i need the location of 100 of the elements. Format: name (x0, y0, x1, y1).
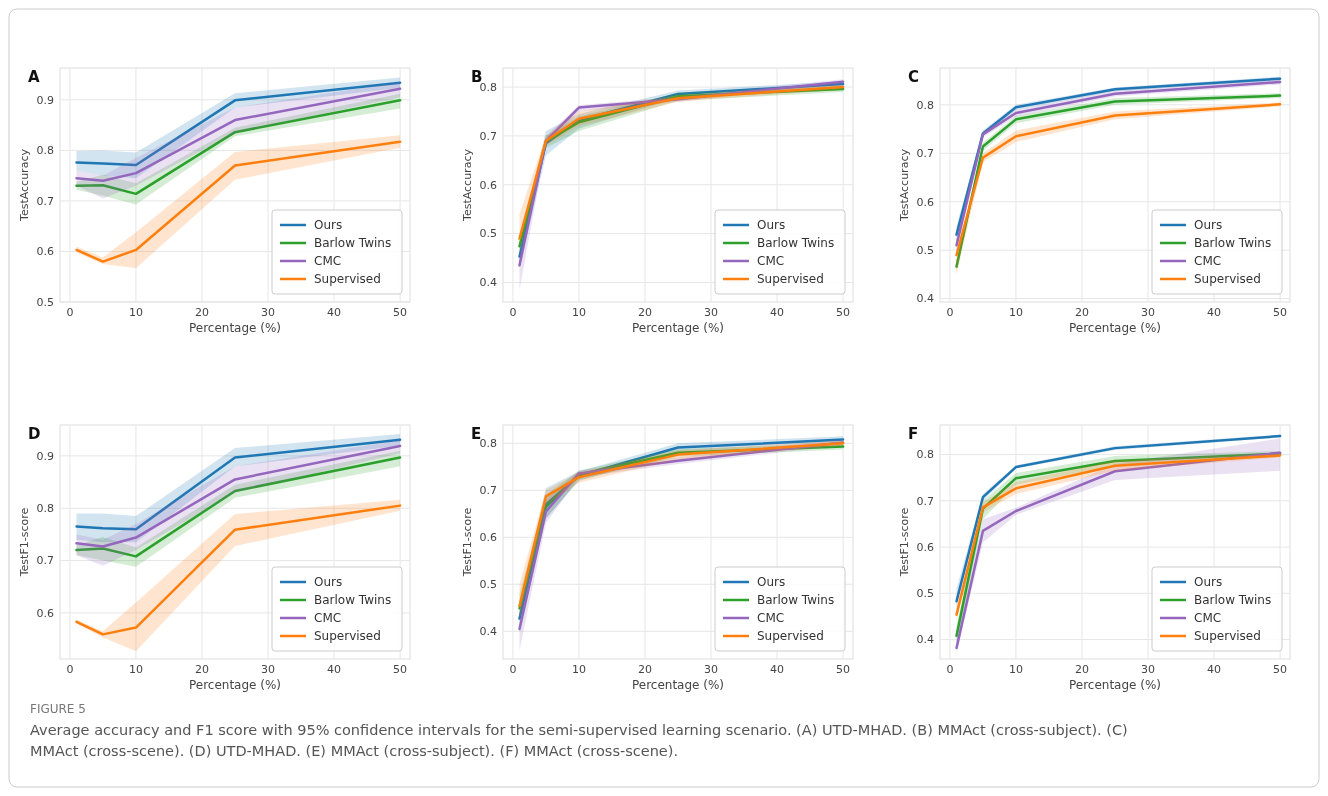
chart-title: F (908, 425, 919, 443)
x-axis-title: Percentage (%) (188, 321, 282, 335)
y-axis-title: TestAccuracy (18, 148, 31, 222)
legend-label: Barlow Twins (757, 593, 835, 608)
chart-title: C (908, 68, 920, 86)
x-tick-label: 40 (770, 306, 785, 319)
x-tick-label: 30 (261, 663, 276, 676)
legend-label: CMC (757, 611, 785, 626)
x-tick-label: 50 (836, 306, 851, 319)
y-tick-label: 0.4 (479, 625, 497, 639)
y-tick-label: 0.6 (36, 245, 54, 259)
y-tick-label: 0.6 (479, 531, 497, 545)
y-tick-label: 0.5 (479, 227, 497, 241)
x-tick-label: 20 (637, 306, 652, 319)
y-axis-title: TestF1-score (18, 507, 31, 578)
y-tick-label: 0.7 (479, 484, 497, 498)
y-axis-title: TestF1-score (898, 507, 911, 578)
x-tick-label: 40 (327, 306, 342, 319)
x-axis-title: Percentage (%) (188, 678, 282, 692)
x-axis-title: Percentage (%) (1068, 321, 1162, 335)
y-tick-label: 0.7 (36, 554, 54, 568)
y-axis-title: TestF1-score (461, 507, 474, 578)
x-tick-label: 10 (571, 306, 586, 319)
x-tick-label: 10 (1008, 306, 1023, 319)
y-tick-label: 0.7 (916, 147, 934, 161)
x-tick-label: 10 (128, 663, 143, 676)
y-tick-label: 0.6 (479, 178, 497, 192)
x-tick-label: 0 (66, 306, 74, 319)
x-tick-label: 10 (128, 306, 143, 319)
x-tick-label: 20 (1074, 306, 1089, 319)
y-tick-label: 0.4 (916, 633, 934, 647)
x-tick-label: 40 (770, 663, 785, 676)
line-series (75, 81, 402, 167)
x-tick-label: 0 (509, 306, 517, 319)
y-tick-label: 0.8 (36, 502, 54, 516)
legend-label: Supervised (314, 272, 381, 287)
legend-label: Ours (314, 575, 343, 590)
x-tick-label: 30 (704, 306, 719, 319)
legend-label: CMC (314, 611, 342, 626)
legend-label: CMC (314, 254, 342, 269)
legend-label: CMC (1194, 254, 1222, 269)
legend-label: Ours (314, 218, 343, 233)
line-series (75, 438, 402, 531)
y-axis-title: TestAccuracy (898, 148, 911, 222)
legend-label: Supervised (757, 629, 824, 644)
x-tick-label: 30 (704, 663, 719, 676)
y-tick-label: 0.7 (479, 129, 497, 143)
x-tick-label: 30 (1141, 306, 1156, 319)
legend-label: Ours (1194, 575, 1223, 590)
x-tick-label: 30 (261, 306, 276, 319)
legend-label: Barlow Twins (1194, 593, 1272, 608)
legend-label: Barlow Twins (314, 236, 392, 251)
chart-title: D (28, 425, 41, 443)
y-tick-label: 0.7 (36, 194, 54, 208)
x-axis-title: Percentage (%) (631, 321, 725, 335)
y-tick-label: 0.6 (36, 606, 54, 620)
y-tick-label: 0.6 (916, 195, 934, 209)
x-tick-label: 50 (393, 663, 408, 676)
caption: FIGURE 5 (30, 702, 86, 716)
y-tick-label: 0.8 (479, 437, 497, 451)
x-tick-label: 10 (1008, 663, 1023, 676)
legend-label: Supervised (1194, 272, 1261, 287)
x-tick-label: 10 (571, 663, 586, 676)
y-tick-label: 0.9 (36, 449, 54, 463)
x-tick-label: 40 (1207, 306, 1222, 319)
y-axis-title: TestAccuracy (461, 148, 474, 222)
y-tick-label: 0.9 (36, 93, 54, 107)
legend-label: Supervised (314, 629, 381, 644)
x-axis-title: Percentage (%) (631, 678, 725, 692)
y-tick-label: 0.4 (916, 292, 934, 306)
x-tick-label: 30 (1141, 663, 1156, 676)
x-tick-label: 50 (393, 306, 408, 319)
x-tick-label: 50 (1273, 306, 1288, 319)
legend-label: CMC (757, 254, 785, 269)
y-tick-label: 0.7 (916, 494, 934, 508)
legend-label: Barlow Twins (757, 236, 835, 251)
x-tick-label: 0 (66, 663, 74, 676)
x-tick-label: 20 (1074, 663, 1089, 676)
x-tick-label: 20 (637, 663, 652, 676)
y-tick-label: 0.4 (479, 276, 497, 290)
legend-label: CMC (1194, 611, 1222, 626)
text: Average accuracy and F1 score with 95% confidence intervals for the semi-supervised learning scenario. (A) UTD-MHAD. (B) MMAct (cross-subject). (C) MMAct (cross-scene). (D) UTD-MHAD. (E) MMAct (cross-subject). (F) MMAct (cross-scene). (30, 722, 1128, 759)
legend-label: Supervised (1194, 629, 1261, 644)
y-tick-label: 0.6 (916, 540, 934, 554)
y-tick-label: 0.8 (479, 80, 497, 94)
legend-label: Barlow Twins (314, 593, 392, 608)
legend-label: Barlow Twins (1194, 236, 1272, 251)
y-tick-label: 0.5 (479, 578, 497, 592)
y-tick-label: 0.8 (36, 144, 54, 158)
y-tick-label: 0.8 (916, 98, 934, 112)
x-axis-title: Percentage (%) (1068, 678, 1162, 692)
y-tick-label: 0.5 (916, 587, 934, 601)
y-tick-label: 0.5 (36, 295, 54, 309)
x-tick-label: 0 (946, 306, 954, 319)
legend-label: Ours (757, 575, 786, 590)
legend-label: Ours (757, 218, 786, 233)
legend-label: Supervised (757, 272, 824, 287)
y-tick-label: 0.5 (916, 244, 934, 258)
x-tick-label: 40 (1207, 663, 1222, 676)
x-tick-label: 50 (836, 663, 851, 676)
